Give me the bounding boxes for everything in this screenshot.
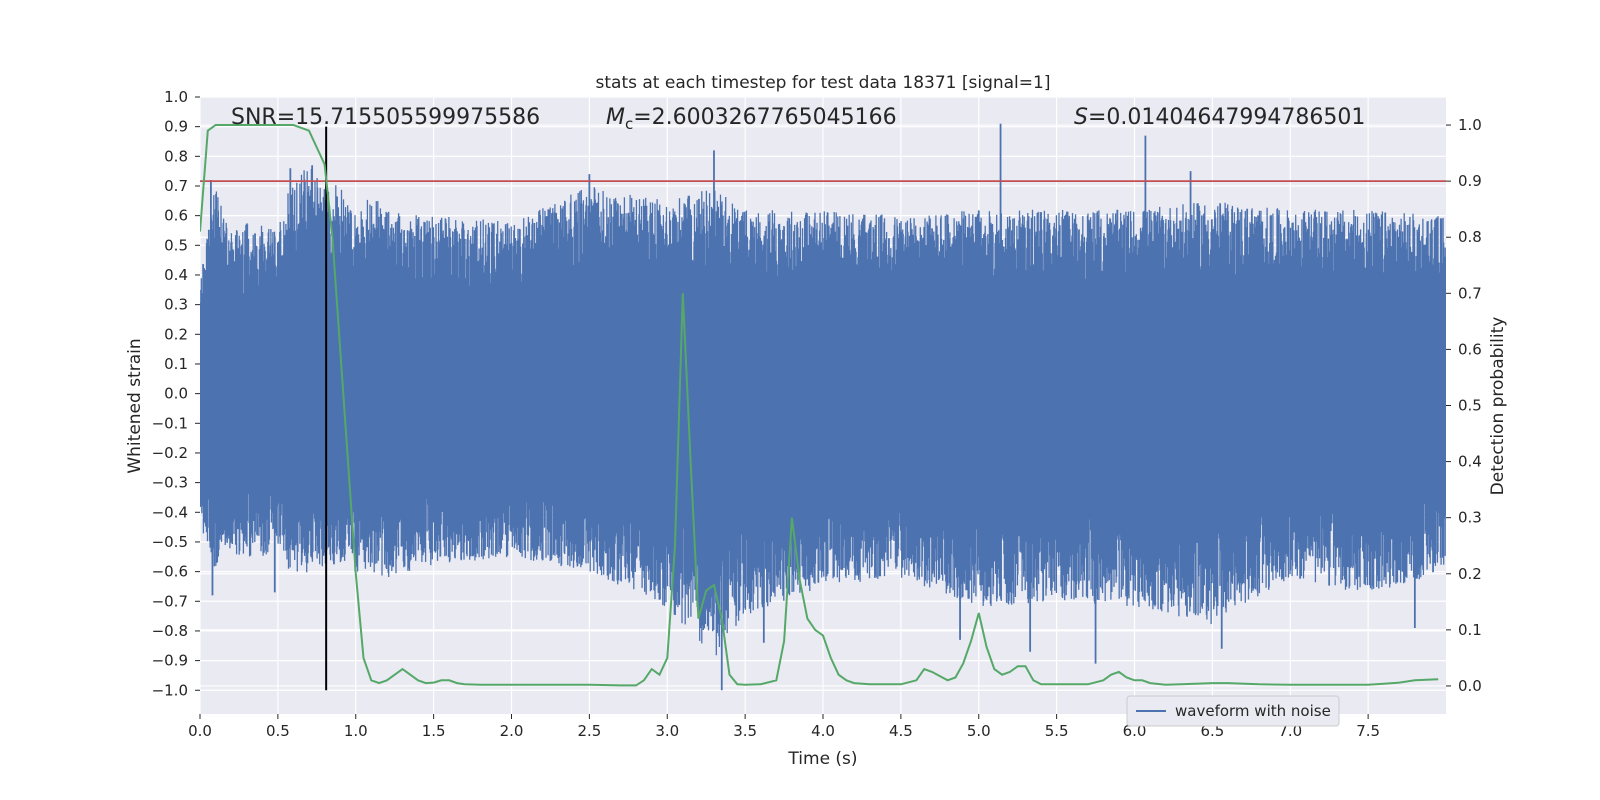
x-tick-label: 1.0 bbox=[344, 722, 368, 740]
detection-probability-line bbox=[200, 124, 1439, 687]
y-left-tick-label: −0.8 bbox=[152, 622, 188, 640]
y-left-tick-label: 0.7 bbox=[164, 177, 188, 195]
y-right-tick-label: 1.0 bbox=[1458, 116, 1482, 134]
legend: waveform with noise bbox=[1126, 695, 1340, 727]
x-tick-label: 1.5 bbox=[422, 722, 446, 740]
y-right-tick-label: 0.9 bbox=[1458, 172, 1482, 190]
waveform-series bbox=[200, 123, 1446, 691]
y-left-axis-ticks: 1.0 0.9 0.8 0.7 0.6 0.5 0.4 0.3 0.2 0.1 0.0 −0.1 −0.… bbox=[152, 88, 200, 699]
y-left-tick-label: 0.4 bbox=[164, 266, 188, 284]
y-right-tick-label: 0.4 bbox=[1458, 453, 1482, 471]
x-tick-label: 2.0 bbox=[500, 722, 524, 740]
x-tick-label: 3.0 bbox=[655, 722, 679, 740]
y-left-tick-label: −0.6 bbox=[152, 563, 188, 581]
y-left-tick-label: −0.5 bbox=[152, 533, 188, 551]
s-annotation: S=0.01404647994786501 bbox=[1074, 105, 1365, 130]
y-right-tick-label: 0.5 bbox=[1458, 397, 1482, 415]
chirp-mass-symbol: M bbox=[606, 105, 625, 130]
y-left-tick-label: −0.3 bbox=[152, 474, 188, 492]
y-right-tick-label: 0.7 bbox=[1458, 284, 1482, 302]
y-right-axis-label: Detection probability bbox=[1488, 317, 1508, 496]
y-right-tick-label: 0.6 bbox=[1458, 340, 1482, 358]
y-left-tick-label: −0.2 bbox=[152, 444, 188, 462]
x-tick-label: 3.5 bbox=[733, 722, 757, 740]
y-left-tick-label: 0.3 bbox=[164, 296, 188, 314]
x-tick-label: 4.5 bbox=[889, 722, 913, 740]
y-left-tick-label: 0.8 bbox=[164, 147, 188, 165]
y-right-tick-label: 0.3 bbox=[1458, 509, 1482, 527]
y-left-axis-label: Whitened strain bbox=[125, 338, 145, 473]
legend-box bbox=[1126, 695, 1340, 727]
x-tick-label: 0.0 bbox=[188, 722, 212, 740]
y-left-tick-label: 0.5 bbox=[164, 236, 188, 254]
y-left-tick-label: −0.1 bbox=[152, 414, 188, 432]
y-left-tick-label: 0.9 bbox=[164, 118, 188, 136]
x-tick-label: 2.5 bbox=[577, 722, 601, 740]
x-axis-ticks: 0.0 0.5 1.0 1.5 2.0 2.5 3.0 3.5 4.0 4.5 5.0 5.5 6.0 6… bbox=[188, 714, 1380, 740]
y-left-tick-label: 0.0 bbox=[164, 385, 188, 403]
x-tick-label: 5.0 bbox=[967, 722, 991, 740]
y-left-tick-label: 0.1 bbox=[164, 355, 188, 373]
s-symbol: S bbox=[1074, 105, 1088, 130]
x-axis-label: Time (s) bbox=[787, 749, 857, 769]
y-left-tick-label: 1.0 bbox=[164, 88, 188, 106]
y-left-tick-label: 0.2 bbox=[164, 325, 188, 343]
chart-title: stats at each timestep for test data 183… bbox=[596, 73, 1051, 93]
y-right-tick-label: 0.1 bbox=[1458, 621, 1482, 639]
snr-annotation: SNR=15.715505599975586 bbox=[231, 105, 540, 130]
y-left-tick-label: −0.4 bbox=[152, 503, 188, 521]
y-left-tick-label: 0.6 bbox=[164, 207, 188, 225]
y-left-tick-label: −1.0 bbox=[152, 681, 188, 699]
detection-probability-series bbox=[200, 124, 1439, 687]
y-right-tick-label: 0.2 bbox=[1458, 565, 1482, 583]
x-tick-label: 0.5 bbox=[266, 722, 290, 740]
legend-entry: waveform with noise bbox=[1175, 702, 1331, 720]
chirp-mass-value: =2.6003267765045166 bbox=[633, 105, 896, 130]
chirp-mass-annotation: Mc=2.6003267765045166 bbox=[606, 105, 897, 133]
y-right-tick-label: 0.0 bbox=[1458, 677, 1482, 695]
y-left-tick-label: −0.9 bbox=[152, 652, 188, 670]
x-tick-label: 4.0 bbox=[811, 722, 835, 740]
chirp-mass-subscript: c bbox=[625, 115, 633, 133]
y-right-axis-ticks: 1.0 0.9 0.8 0.7 0.6 0.5 0.4 0.3 0.2 0.1 0.0 bbox=[1446, 116, 1482, 695]
s-value: =0.01404647994786501 bbox=[1088, 105, 1365, 130]
y-right-tick-label: 0.8 bbox=[1458, 228, 1482, 246]
y-left-tick-label: −0.7 bbox=[152, 592, 188, 610]
x-tick-label: 5.5 bbox=[1045, 722, 1069, 740]
x-tick-label: 7.5 bbox=[1356, 722, 1380, 740]
